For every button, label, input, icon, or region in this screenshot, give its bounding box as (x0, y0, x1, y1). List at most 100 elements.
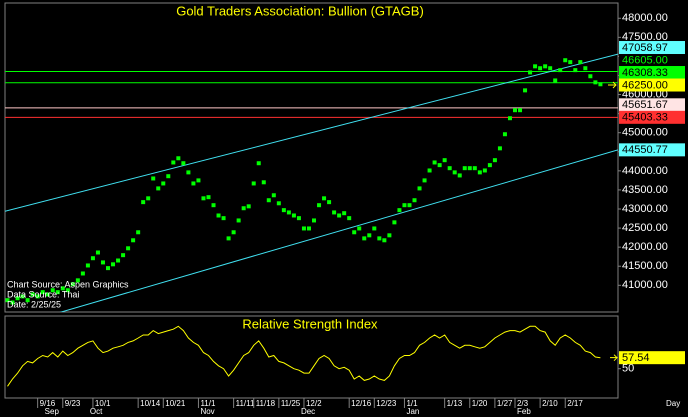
price-dot (65, 288, 70, 293)
x-tick-label: 10/21 (165, 399, 186, 408)
x-tick-label: 10/1 (95, 399, 111, 408)
price-dot (201, 196, 206, 201)
price-dot (241, 206, 246, 211)
x-tick-label: 2/17 (567, 399, 583, 408)
price-dot (25, 298, 30, 303)
price-dot (553, 78, 558, 83)
chart-title: Gold Traders Association: Bullion (GTAGB… (176, 3, 424, 18)
price-dot (518, 108, 523, 113)
value-tag (619, 143, 685, 157)
price-dot (392, 220, 397, 225)
price-dot (583, 66, 588, 71)
value-tag-label: 46605.00 (622, 54, 668, 66)
price-dot (301, 226, 306, 231)
price-dot (533, 64, 538, 69)
price-dot (276, 201, 281, 206)
price-dot (286, 210, 291, 215)
value-tag-label: 44550.77 (622, 144, 668, 156)
price-dot (578, 60, 583, 65)
month-label: Dec (301, 407, 315, 416)
month-label: Feb (517, 407, 531, 416)
y-tick-label: 42000.00 (622, 241, 668, 253)
price-dot (487, 163, 492, 168)
price-dot (377, 236, 382, 241)
price-dot (352, 230, 357, 235)
price-dot (90, 256, 95, 261)
price-dot (30, 292, 35, 297)
price-dot (497, 146, 502, 151)
price-dot (251, 181, 256, 186)
value-tag (619, 110, 685, 124)
price-dot (40, 290, 45, 295)
y-tick-label: 44000.00 (622, 165, 668, 177)
source-note: Data Source: Thai (7, 289, 79, 299)
value-tag (619, 66, 685, 80)
y-tick-label: 43000.00 (622, 203, 668, 215)
source-note: Chart Source: Aspen Graphics (7, 279, 129, 289)
price-dot (291, 213, 296, 218)
x-tick-label: 9/16 (40, 399, 56, 408)
price-dot (568, 60, 573, 65)
price-dot (412, 198, 417, 203)
price-dot (20, 294, 25, 299)
price-dot (141, 200, 146, 205)
price-dot (281, 208, 286, 213)
x-tick-label: 2/3 (517, 399, 529, 408)
price-dot (492, 158, 497, 163)
value-tag-label: 45651.67 (622, 99, 668, 111)
x-tick-label: 9/23 (65, 399, 81, 408)
price-dot (186, 170, 191, 175)
price-dot (558, 68, 563, 73)
price-dot (543, 64, 548, 69)
price-dot (5, 298, 10, 303)
price-dot (181, 161, 186, 166)
price-dot (126, 246, 131, 251)
price-dot (261, 180, 266, 185)
price-dot (477, 170, 482, 175)
x-tick-label: 10/14 (140, 399, 161, 408)
price-dot (442, 158, 447, 163)
price-dot (146, 196, 151, 201)
price-dot (362, 236, 367, 241)
price-dot (95, 250, 100, 255)
price-dot (296, 216, 301, 221)
price-dot (372, 226, 377, 231)
price-dot (588, 74, 593, 79)
price-dot (457, 173, 462, 178)
price-dot (467, 166, 472, 171)
value-tag-label: 46308.33 (622, 67, 668, 79)
price-dot (312, 218, 317, 223)
price-dot (211, 203, 216, 208)
price-dot (317, 203, 322, 208)
trend-line (5, 53, 618, 212)
price-dot (432, 160, 437, 165)
price-dot (367, 233, 372, 238)
y-tick-label: 47500.00 (622, 31, 668, 43)
price-dot (427, 168, 432, 173)
plot-area (7, 325, 601, 387)
value-tag (619, 98, 685, 112)
price-dot (271, 193, 276, 198)
trend-line (59, 149, 618, 312)
price-dot (100, 260, 105, 265)
price-dot (357, 226, 362, 231)
price-dot (85, 263, 90, 268)
price-dot (528, 70, 533, 75)
y-tick-label: 45000.00 (622, 127, 668, 139)
price-dot (161, 181, 166, 186)
price-dot (462, 166, 467, 171)
rsi-panel (4, 315, 619, 399)
price-dot (206, 195, 211, 200)
y-tick-label: 41000.00 (622, 279, 668, 291)
value-tag (619, 78, 685, 92)
price-dot (226, 236, 231, 241)
price-dot (327, 200, 332, 205)
y-tick-label: 41500.00 (622, 260, 668, 272)
price-dot (111, 262, 116, 267)
price-dot (156, 186, 161, 191)
price-dot (35, 294, 40, 299)
month-label: Nov (200, 407, 214, 416)
price-dot (266, 198, 271, 203)
price-dot (256, 161, 261, 166)
